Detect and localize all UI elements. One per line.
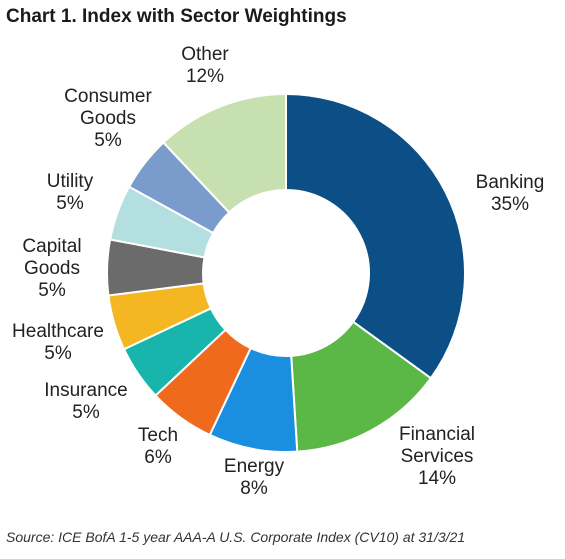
label-capital-goods-line2: Goods — [24, 258, 80, 279]
value-label-financial-services: 14% — [418, 468, 456, 489]
value-label-utility: 5% — [56, 193, 84, 214]
slice-banking — [285, 92, 466, 380]
value-label-consumer-goods: 5% — [94, 130, 122, 151]
chart-title: Chart 1. Index with Sector Weightings — [6, 6, 347, 27]
value-label-other: 12% — [186, 66, 224, 87]
value-label-insurance: 5% — [72, 402, 100, 423]
label-other: Other — [181, 44, 229, 65]
label-banking: Banking — [476, 172, 545, 193]
slice-financial-services — [290, 320, 433, 453]
label-healthcare: Healthcare — [12, 321, 104, 342]
source-note: Source: ICE BofA 1-5 year AAA-A U.S. Cor… — [6, 529, 466, 545]
label-utility: Utility — [47, 171, 94, 192]
label-consumer-goods-line2: Goods — [80, 108, 136, 129]
label-financial-services-line1: Financial — [399, 424, 475, 445]
value-label-tech: 6% — [144, 447, 172, 468]
label-energy: Energy — [224, 456, 285, 477]
label-capital-goods-line1: Capital — [22, 236, 81, 257]
label-insurance: Insurance — [44, 380, 127, 401]
label-financial-services-line2: Services — [401, 446, 474, 467]
value-label-energy: 8% — [240, 478, 268, 499]
slice-other — [162, 92, 287, 214]
label-consumer-goods-line1: Consumer — [64, 86, 152, 107]
value-label-banking: 35% — [491, 194, 529, 215]
value-label-healthcare: 5% — [44, 343, 72, 364]
value-label-capital-goods: 5% — [38, 280, 66, 301]
label-tech: Tech — [138, 425, 178, 446]
